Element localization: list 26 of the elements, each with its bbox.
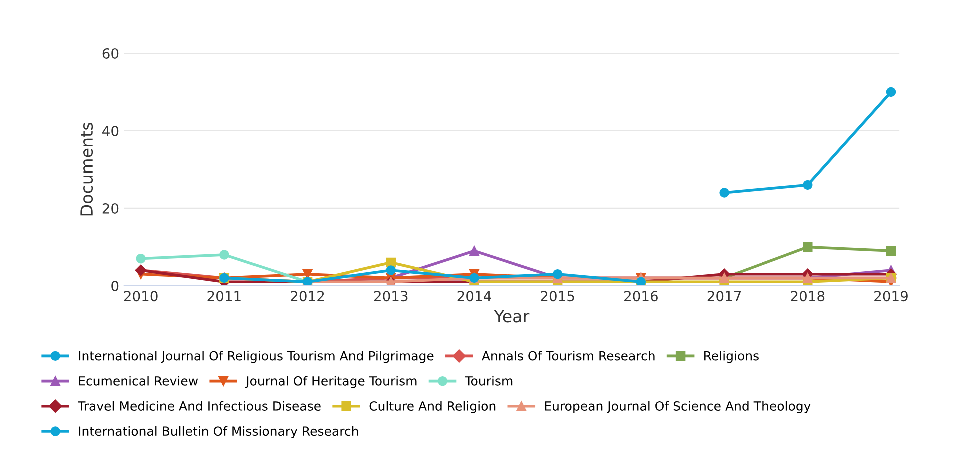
legend-label: Journal Of Heritage Tourism: [245, 376, 417, 388]
legend-label: European Journal Of Science And Theology: [545, 401, 811, 414]
x-tick-label: 2013: [374, 291, 408, 302]
y-tick-label: 40: [102, 126, 119, 136]
x-tick-label: 2017: [708, 291, 742, 302]
y-axis-title: Documents: [80, 123, 94, 216]
legend-label: Tourism: [465, 376, 513, 386]
legend-label: Annals Of Tourism Research: [482, 351, 655, 361]
x-tick-label: 2010: [124, 291, 158, 302]
legend-label: Travel Medicine And Infectious Disease: [78, 401, 321, 411]
x-tick-label: 2018: [791, 291, 825, 302]
x-tick-label: 2011: [208, 291, 241, 302]
y-tick-label: 60: [102, 48, 119, 59]
y-tick-label: 20: [102, 203, 119, 214]
x-axis-title: Year: [494, 310, 530, 323]
legend-label: Religions: [704, 351, 759, 364]
x-tick-label: 2014: [458, 291, 492, 302]
legend-label: Culture And Religion: [370, 401, 496, 414]
legend-label: International Bulletin Of Missionary Research: [79, 426, 358, 439]
x-tick-label: 2015: [541, 291, 574, 302]
legend-label: Ecumenical Review: [79, 376, 198, 386]
y-tick-label: 0: [112, 280, 119, 292]
x-tick-label: 2012: [291, 291, 324, 302]
x-tick-label: 2019: [874, 291, 908, 302]
x-tick-label: 2016: [624, 291, 658, 302]
legend-label: International Journal Of Religious Tourism And Pilgrimage: [79, 351, 434, 364]
